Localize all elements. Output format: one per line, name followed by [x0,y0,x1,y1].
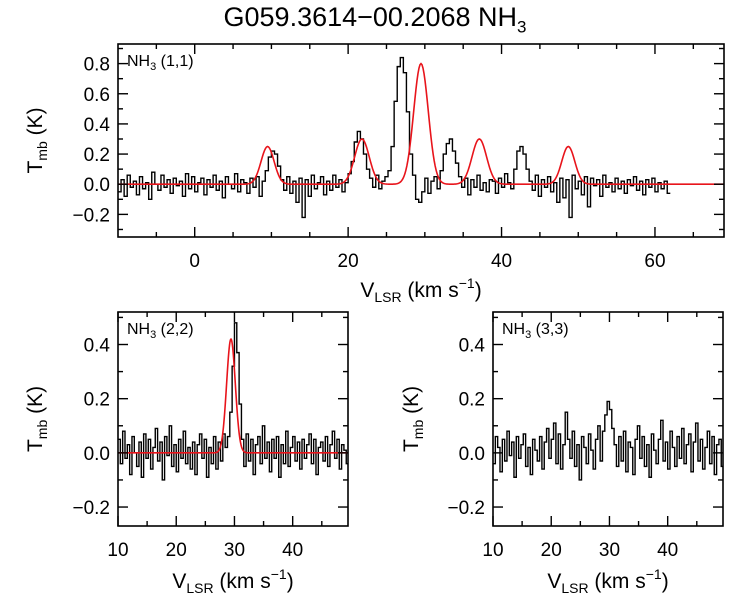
x-axis-label: VLSR (km s−1) [547,566,668,596]
y-axis-label-unit: (K) [400,386,423,420]
y-axis-label-symbol: T [400,439,423,452]
y-tick-label: 0.4 [84,336,111,357]
gaussian-fit-line [118,62,724,186]
x-tick-label: 20 [338,251,359,272]
x-tick-label: 10 [482,540,503,561]
y-tick-label: 0.0 [459,444,485,465]
y-tick-label: 0.8 [84,55,110,76]
x-axis-label-close: ) [662,570,669,593]
y-axis-label-symbol: T [24,161,47,174]
panel-top: 0 20 40 60 −0.2 0.0 0.2 0.4 0.6 0.8 NH3 (1,1) VLSR … [24,43,725,305]
panel-label-molecule: NH [502,321,525,338]
x-axis-label-close: ) [475,279,482,302]
plot-frame [492,311,724,527]
plot-frame [117,311,349,527]
y-axis-label-subscript: mb [410,420,426,440]
x-tick-label: 30 [224,540,245,561]
panel-label-subscript: 3 [150,61,156,73]
x-tick-label: 40 [282,540,303,561]
x-axis-label-subscript: LSR [561,580,588,596]
x-axis-label: VLSR (km s−1) [360,275,481,305]
x-tick-label: 40 [491,251,512,272]
x-axis-label: VLSR (km s−1) [172,566,293,596]
y-tick-label: 0.0 [84,444,110,465]
y-axis-label: Tmb (K) [400,386,426,452]
panel-label-subscript: 3 [525,329,531,341]
y-tick-label: −0.2 [447,498,485,519]
x-axis-label-exponent: −1 [646,566,662,582]
y-tick-label: 0.0 [84,175,110,196]
x-tick-label: 30 [599,540,620,561]
panel-label: NH3 (1,1) [127,53,194,73]
x-tick-label: 0 [189,251,200,272]
panel-label: NH3 (3,3) [502,321,569,341]
spectrum-line [118,322,348,481]
y-axis-label-unit: (K) [24,107,47,141]
plot-frame [117,43,725,238]
x-tick-label: 10 [107,540,128,561]
x-axis-label-symbol: V [360,279,374,302]
gaussian-fit-line [118,338,348,454]
panel-label-molecule: NH [127,321,150,338]
spectrum-line [493,400,723,481]
x-axis-label-symbol: V [547,570,561,593]
x-axis-label-symbol: V [172,570,186,593]
y-tick-label: 0.4 [459,336,486,357]
x-tick-label: 40 [657,540,678,561]
panel-label-transition: (2,2) [156,321,193,338]
panel-br: 10 20 30 40 −0.2 0.0 0.2 0.4 NH3 (3,3) VLSR (km s… [400,311,724,596]
y-tick-label: −0.2 [72,205,110,226]
spectrum-line [118,56,671,219]
y-axis-label-subscript: mb [34,141,50,161]
y-axis-label-unit: (K) [24,386,47,420]
y-tick-label: 0.2 [84,145,110,166]
x-axis-label-close: ) [287,570,294,593]
y-tick-label: −0.2 [72,498,110,519]
panel-label-transition: (1,1) [156,53,193,70]
x-axis-label-subscript: LSR [374,289,401,305]
x-axis-label-unit: (km s [402,279,459,302]
y-axis-label-subscript: mb [34,420,50,440]
chart-title: G059.3614−00.2068 NH3 [0,2,750,37]
x-axis-label-exponent: −1 [271,566,287,582]
panel-label-subscript: 3 [150,329,156,341]
chart-title-main: G059.3614−00.2068 NH [223,2,517,32]
x-axis-label-exponent: −1 [459,275,475,291]
panel-bl: 10 20 30 40 −0.2 0.0 0.2 0.4 NH3 (2,2) VLSR (km s… [24,311,349,596]
x-axis-label-unit: (km s [214,570,271,593]
x-axis-label-subscript: LSR [186,580,213,596]
y-tick-label: 0.4 [84,115,111,136]
x-tick-label: 20 [541,540,562,561]
y-tick-label: 0.2 [459,390,485,411]
x-tick-label: 20 [166,540,187,561]
panel-label-transition: (3,3) [531,321,568,338]
y-axis-label: Tmb (K) [24,386,50,452]
x-axis-label-unit: (km s [589,570,646,593]
chart-title-subscript: 3 [517,17,527,37]
y-tick-label: 0.2 [84,390,110,411]
y-tick-label: 0.6 [84,85,110,106]
y-axis-label: Tmb (K) [24,107,50,173]
x-tick-label: 60 [644,251,665,272]
y-axis-label-symbol: T [24,439,47,452]
panel-label-molecule: NH [127,53,150,70]
panel-label: NH3 (2,2) [127,321,194,341]
